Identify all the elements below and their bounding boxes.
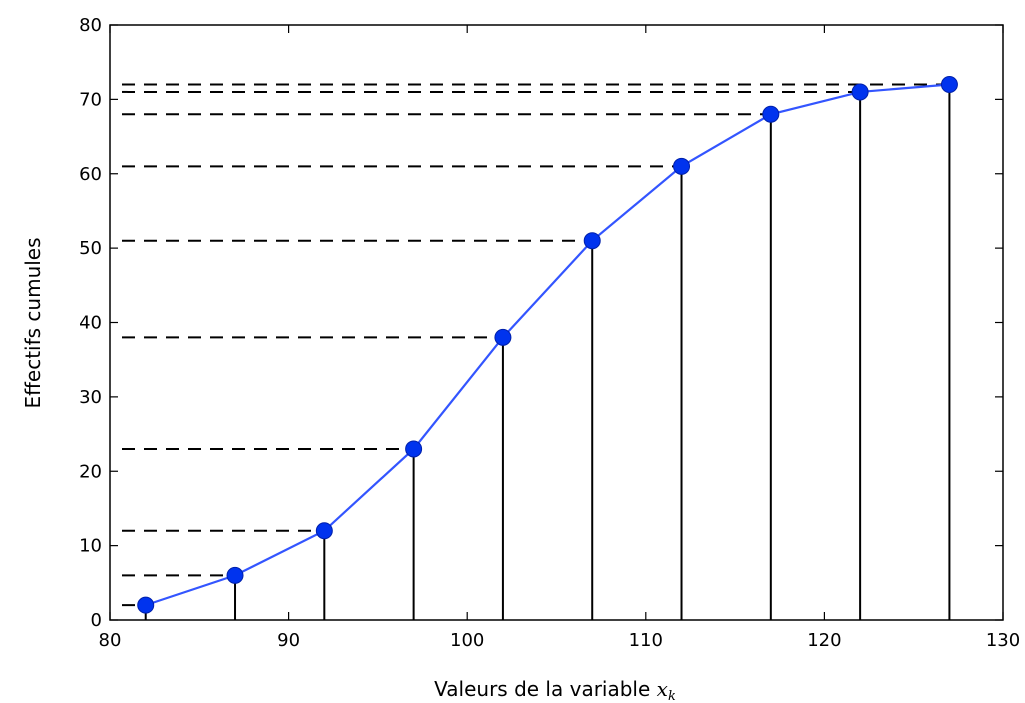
y-tick-label-7: 70 bbox=[79, 89, 102, 110]
y-tick-label-8: 80 bbox=[79, 15, 102, 36]
data-point-9 bbox=[940, 76, 958, 93]
data-point-1 bbox=[226, 566, 244, 584]
x-tick-label-5: 130 bbox=[986, 630, 1020, 651]
axis-ticks bbox=[109, 24, 1004, 621]
x-axis-title: Valeurs de la variable xk bbox=[434, 677, 676, 703]
y-tick-label-5: 50 bbox=[79, 238, 102, 259]
series-line-group bbox=[145, 83, 950, 607]
y-tick-labels: 0 10 20 30 40 50 60 70 80 bbox=[79, 15, 102, 631]
x-tick-label-2: 100 bbox=[450, 630, 484, 651]
data-point-5 bbox=[583, 232, 601, 250]
data-point-0 bbox=[137, 596, 155, 614]
y-tick-label-6: 60 bbox=[79, 164, 102, 185]
x-tick-label-4: 120 bbox=[807, 630, 841, 651]
data-markers bbox=[137, 76, 958, 614]
x-tick-labels: 80 90 100 110 120 130 bbox=[99, 630, 1021, 651]
guide-lines bbox=[122, 83, 951, 620]
data-point-4 bbox=[494, 328, 512, 346]
data-point-8 bbox=[851, 83, 869, 101]
data-point-7 bbox=[762, 105, 780, 123]
y-tick-label-0: 0 bbox=[91, 610, 102, 631]
data-point-2 bbox=[315, 522, 333, 540]
x-tick-label-0: 80 bbox=[99, 630, 122, 651]
y-axis-title: Effectifs cumules bbox=[21, 237, 45, 408]
x-tick-label-3: 110 bbox=[629, 630, 663, 651]
y-tick-label-3: 30 bbox=[79, 387, 102, 408]
series-line bbox=[145, 83, 950, 607]
y-tick-label-2: 20 bbox=[79, 461, 102, 482]
data-point-3 bbox=[405, 440, 423, 458]
data-point-6 bbox=[673, 157, 691, 175]
y-tick-label-4: 40 bbox=[79, 313, 102, 334]
y-tick-label-1: 10 bbox=[79, 536, 102, 557]
x-tick-label-1: 90 bbox=[277, 630, 300, 651]
